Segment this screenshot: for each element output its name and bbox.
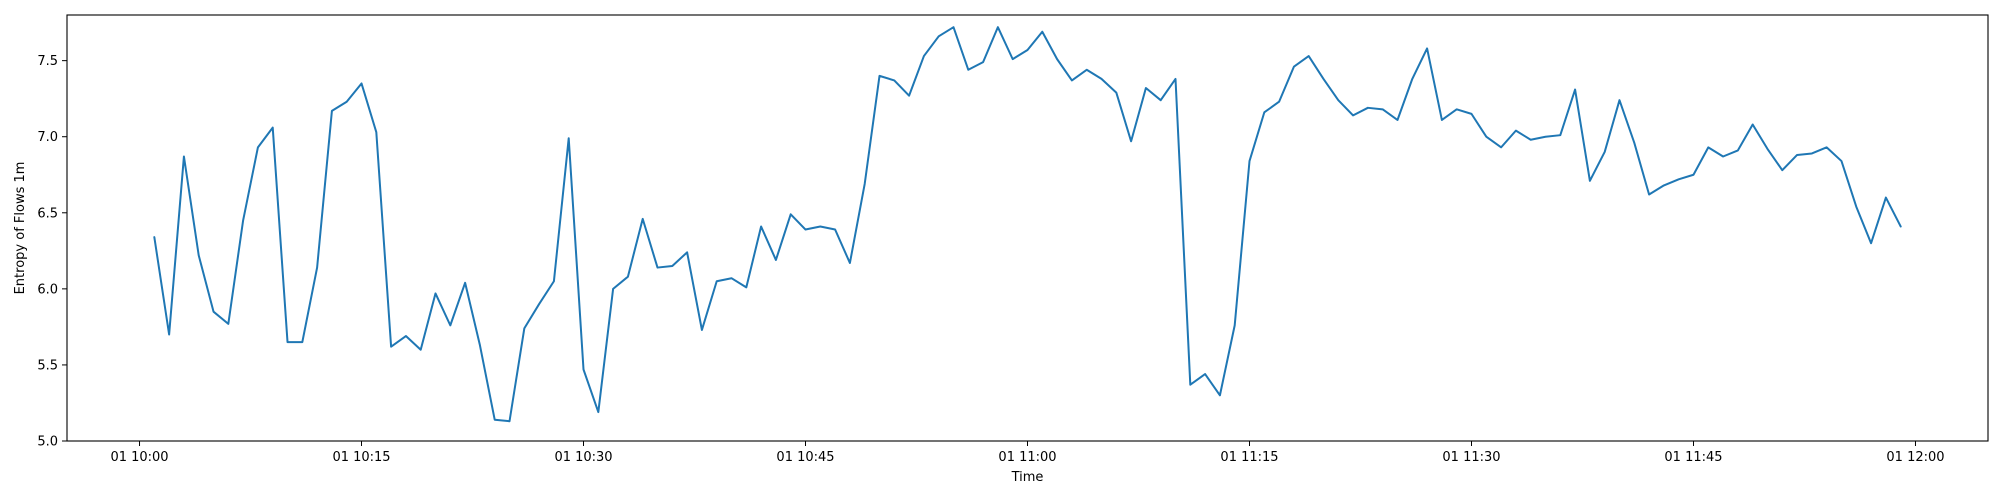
y-axis-label: Entropy of Flows 1m bbox=[13, 162, 28, 295]
y-tick-label: 7.0 bbox=[37, 130, 58, 145]
y-tick-label: 6.5 bbox=[37, 206, 58, 221]
y-tick-label: 6.0 bbox=[37, 282, 58, 297]
x-tick-label: 01 11:15 bbox=[1220, 450, 1278, 465]
x-tick-label: 01 11:30 bbox=[1442, 450, 1500, 465]
series-line bbox=[153, 26, 1902, 423]
y-tick-label: 7.5 bbox=[37, 54, 58, 69]
x-tick-label: 01 12:00 bbox=[1886, 450, 1944, 465]
x-tick-label: 01 11:00 bbox=[998, 450, 1056, 465]
y-tick-label: 5.0 bbox=[37, 435, 58, 450]
y-tick-label: 5.5 bbox=[37, 358, 58, 373]
plot-area-frame bbox=[66, 14, 1989, 442]
x-tick-label: 01 10:30 bbox=[554, 450, 612, 465]
x-axis-label: Time bbox=[1011, 470, 1044, 485]
x-tick-label: 01 10:45 bbox=[776, 450, 834, 465]
x-tick-label: 01 11:45 bbox=[1664, 450, 1722, 465]
y-axis: 5.0 5.5 6.0 6.5 7.0 7.5 bbox=[37, 54, 67, 450]
x-axis: 01 10:00 01 10:15 01 10:30 01 10:45 01 11:00… bbox=[110, 441, 1945, 465]
x-tick-label: 01 10:15 bbox=[332, 450, 390, 465]
x-tick-label: 01 10:00 bbox=[110, 450, 168, 465]
